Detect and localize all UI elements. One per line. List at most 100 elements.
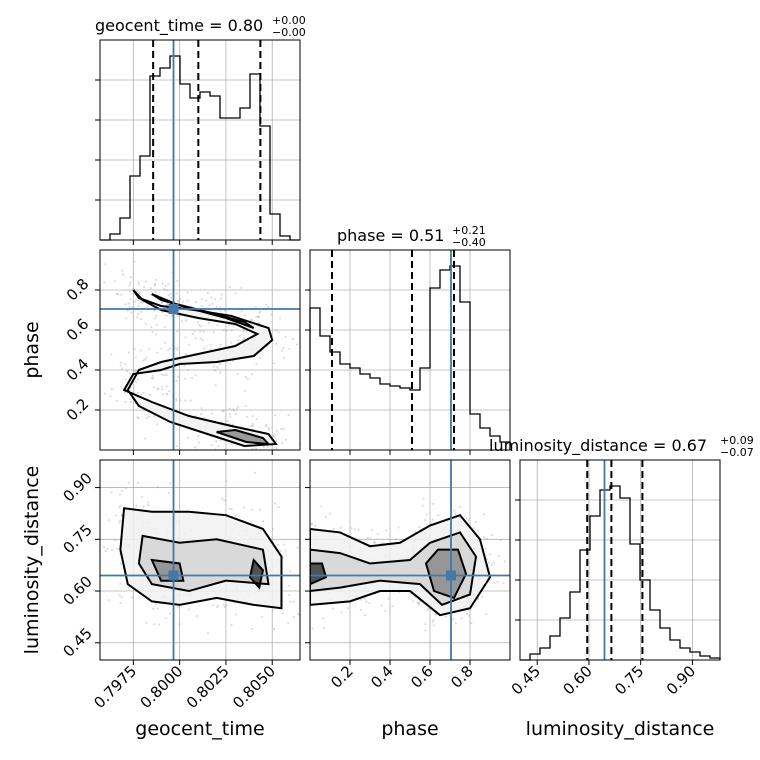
title-phase: phase = 0.51 — [337, 226, 444, 245]
scatter-point — [394, 538, 398, 541]
scatter-point — [391, 604, 394, 608]
scatter-point — [481, 595, 484, 599]
scatter-point — [124, 487, 127, 490]
scatter-point — [178, 297, 182, 300]
scatter-point — [133, 369, 136, 373]
scatter-point — [142, 391, 145, 395]
scatter-point — [120, 293, 123, 296]
scatter-point — [273, 433, 276, 436]
axes-frame — [99, 39, 301, 241]
scatter-point — [136, 378, 140, 381]
scatter-point — [167, 349, 170, 352]
scatter-point — [499, 539, 502, 542]
scatter-point — [120, 595, 123, 599]
scatter-point — [209, 343, 212, 346]
scatter-point — [164, 617, 167, 620]
scatter-point — [242, 330, 245, 333]
scatter-point — [195, 615, 198, 618]
scatter-point — [376, 532, 379, 536]
scatter-point — [359, 608, 362, 611]
scatter-point — [234, 613, 237, 616]
scatter-point — [104, 263, 107, 266]
scatter-point — [186, 299, 189, 302]
scatter-point — [258, 311, 261, 314]
scatter-point — [165, 288, 168, 292]
scatter-point — [130, 596, 134, 599]
scatter-point — [200, 297, 203, 300]
scatter-point — [482, 536, 485, 539]
scatter-point — [194, 300, 198, 303]
scatter-point — [161, 373, 164, 376]
scatter-point — [133, 260, 136, 263]
scatter-point — [130, 276, 133, 279]
scatter-point — [110, 388, 113, 391]
scatter-point — [119, 519, 122, 522]
scatter-point — [281, 442, 284, 445]
scatter-point — [210, 296, 213, 299]
scatter-point — [177, 300, 180, 303]
scatter-point — [228, 407, 231, 410]
scatter-point — [197, 441, 201, 444]
scatter-point — [163, 326, 166, 329]
scatter-point — [111, 548, 114, 551]
scatter-point — [137, 391, 140, 394]
scatter-point — [162, 393, 165, 396]
scatter-point — [418, 525, 421, 529]
scatter-point — [209, 348, 212, 351]
scatter-point — [222, 328, 225, 332]
scatter-point — [184, 336, 187, 339]
scatter-point — [165, 303, 169, 306]
scatter-point — [217, 445, 220, 448]
contour-line — [310, 514, 492, 617]
y-tick-label: 0.60 — [59, 573, 95, 609]
truth-marker — [446, 570, 456, 581]
scatter-point — [210, 443, 213, 447]
scatter-point — [291, 337, 294, 340]
scatter-point — [163, 288, 166, 291]
scatter-point — [290, 583, 292, 585]
scatter-point — [234, 412, 238, 416]
scatter-point — [198, 323, 201, 327]
scatter-point — [166, 393, 169, 396]
scatter-point — [124, 362, 127, 366]
scatter-point — [467, 518, 470, 522]
scatter-point — [264, 425, 267, 428]
scatter-point — [437, 514, 440, 517]
panel-geocent-time-histogram — [95, 39, 301, 245]
scatter-point — [302, 497, 304, 499]
scatter-point — [385, 529, 388, 532]
scatter-point — [511, 525, 513, 527]
scatter-point — [281, 612, 284, 615]
scatter-point — [91, 404, 93, 406]
contour-line — [137, 534, 270, 593]
scatter-point — [167, 283, 170, 286]
contour-line — [248, 557, 265, 590]
scatter-point — [368, 537, 372, 540]
scatter-point — [493, 581, 496, 584]
histogram-geocent_time — [100, 55, 300, 241]
scatter-point — [181, 300, 184, 303]
y-tick-label: 0.6 — [63, 315, 93, 345]
scatter-point — [278, 317, 282, 320]
scatter-point — [219, 371, 222, 374]
scatter-point — [270, 313, 273, 316]
scatter-point — [175, 399, 178, 402]
scatter-point — [147, 347, 150, 350]
scatter-point — [311, 627, 314, 630]
scatter-point — [152, 607, 155, 610]
scatter-point — [492, 561, 495, 564]
scatter-point — [287, 413, 290, 417]
scatter-point — [128, 398, 132, 401]
scatter-point — [313, 524, 316, 527]
scatter-point — [167, 294, 170, 297]
scatter-point — [250, 425, 253, 428]
scatter-point — [188, 343, 191, 347]
scatter-point — [250, 627, 253, 631]
scatter-point — [277, 506, 280, 509]
scatter-point — [199, 337, 202, 340]
scatter-point — [117, 292, 120, 296]
scatter-point — [202, 347, 206, 350]
scatter-point — [129, 298, 132, 301]
scatter-point — [145, 416, 148, 419]
scatter-point — [216, 366, 219, 369]
